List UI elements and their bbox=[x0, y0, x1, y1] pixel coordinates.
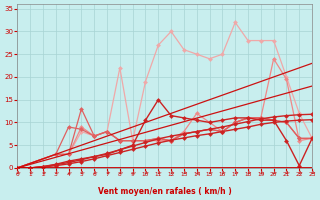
X-axis label: Vent moyen/en rafales ( km/h ): Vent moyen/en rafales ( km/h ) bbox=[98, 187, 232, 196]
